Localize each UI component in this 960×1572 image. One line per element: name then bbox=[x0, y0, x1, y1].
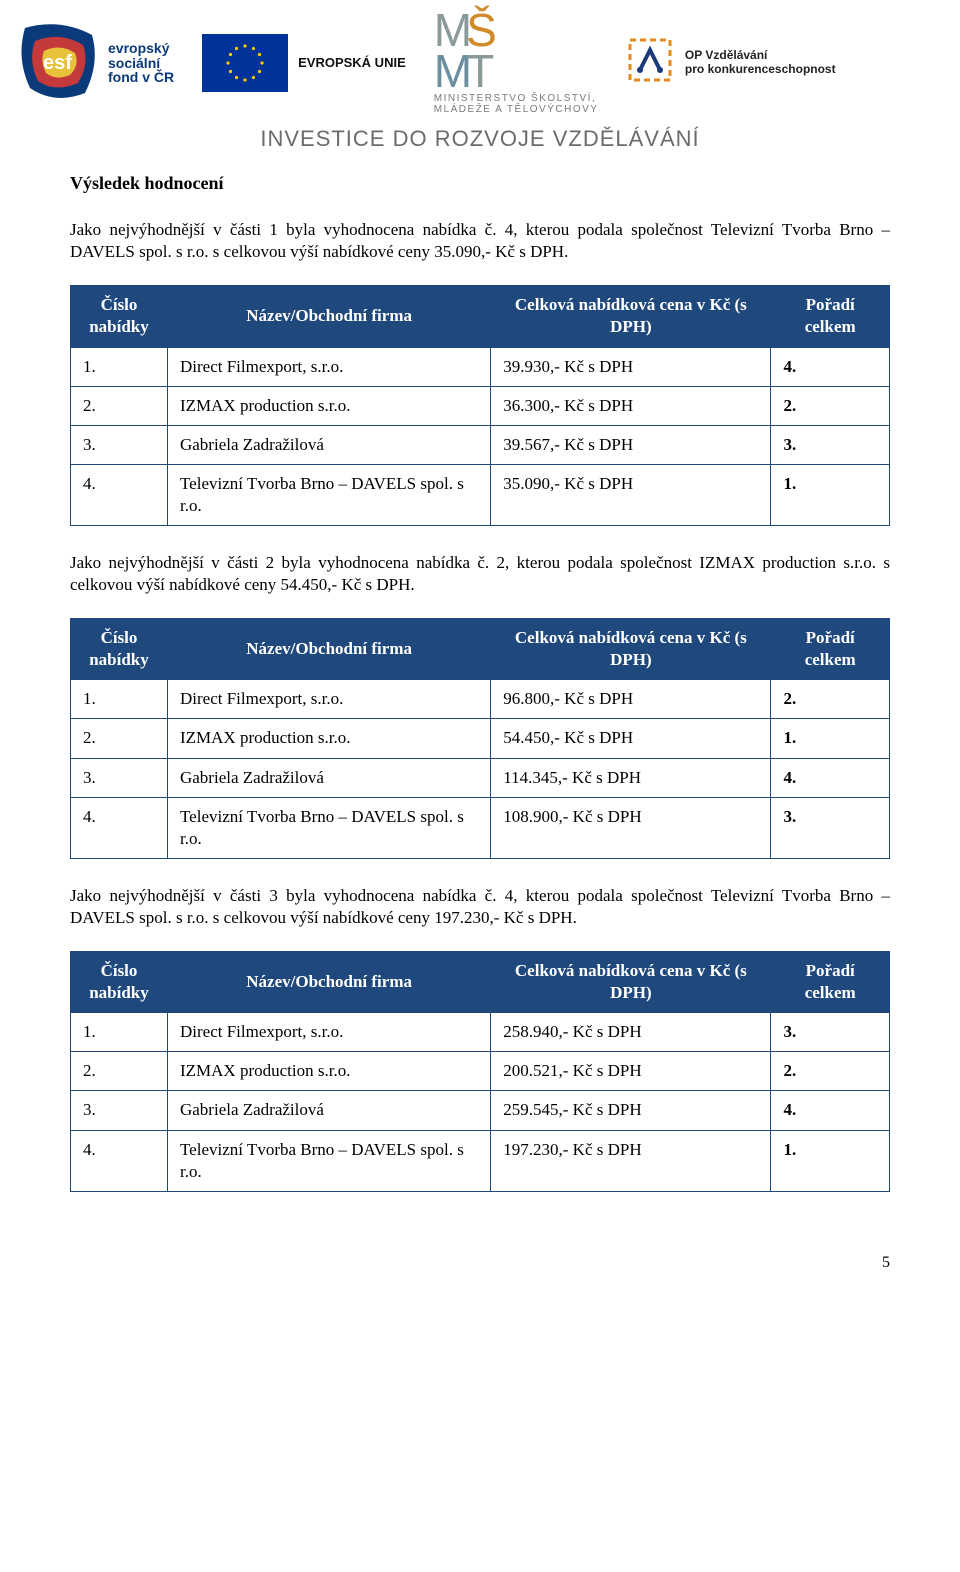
th-rank: Pořadí celkem bbox=[771, 619, 890, 680]
header-banner: esf evropský sociální fond v ČR EVROPSKÁ bbox=[0, 0, 960, 122]
table-row: 1. Direct Filmexport, s.r.o. 258.940,- K… bbox=[71, 1013, 890, 1052]
th-name: Název/Obchodní firma bbox=[167, 619, 490, 680]
table-row: 2. IZMAX production s.r.o. 36.300,- Kč s… bbox=[71, 386, 890, 425]
eu-flag-icon bbox=[202, 34, 288, 92]
th-num: Číslo nabídky bbox=[71, 952, 168, 1013]
paragraph-part3: Jako nejvýhodnější v části 3 byla vyhodn… bbox=[70, 885, 890, 929]
page-title: Výsledek hodnocení bbox=[70, 172, 890, 195]
table-row: 3. Gabriela Zadražilová 114.345,- Kč s D… bbox=[71, 758, 890, 797]
table-part2: Číslo nabídky Název/Obchodní firma Celko… bbox=[70, 618, 890, 859]
logo-op: OP Vzdělávání pro konkurenceschopnost bbox=[626, 36, 835, 89]
table-row: 4. Televizní Tvorba Brno – DAVELS spol. … bbox=[71, 464, 890, 525]
table-row: 2. IZMAX production s.r.o. 54.450,- Kč s… bbox=[71, 719, 890, 758]
op-line2: pro konkurenceschopnost bbox=[685, 63, 836, 77]
esf-line1: evropský bbox=[108, 41, 174, 56]
tagline: INVESTICE DO ROZVOJE VZDĚLÁVÁNÍ bbox=[0, 126, 960, 152]
paragraph-part2: Jako nejvýhodnější v části 2 byla vyhodn… bbox=[70, 552, 890, 596]
th-price: Celková nabídková cena v Kč (s DPH) bbox=[491, 286, 771, 347]
esf-label: evropský sociální fond v ČR bbox=[108, 41, 174, 85]
page-number: 5 bbox=[0, 1248, 960, 1284]
table-row: 2. IZMAX production s.r.o. 200.521,- Kč … bbox=[71, 1052, 890, 1091]
th-num: Číslo nabídky bbox=[71, 286, 168, 347]
document-body: Výsledek hodnocení Jako nejvýhodnější v … bbox=[0, 172, 960, 1248]
logo-esf: esf evropský sociální fond v ČR bbox=[20, 23, 174, 103]
table-row: 4. Televizní Tvorba Brno – DAVELS spol. … bbox=[71, 1130, 890, 1191]
th-rank: Pořadí celkem bbox=[771, 286, 890, 347]
table-row: 1. Direct Filmexport, s.r.o. 39.930,- Kč… bbox=[71, 347, 890, 386]
eu-label: EVROPSKÁ UNIE bbox=[298, 55, 406, 70]
table-row: 4. Televizní Tvorba Brno – DAVELS spol. … bbox=[71, 797, 890, 858]
table-row: 3. Gabriela Zadražilová 39.567,- Kč s DP… bbox=[71, 425, 890, 464]
table-part1: Číslo nabídky Název/Obchodní firma Celko… bbox=[70, 285, 890, 526]
table-row: 3. Gabriela Zadražilová 259.545,- Kč s D… bbox=[71, 1091, 890, 1130]
th-price: Celková nabídková cena v Kč (s DPH) bbox=[491, 952, 771, 1013]
logo-msmt: MŠ MT MINISTERSTVO ŠKOLSTVÍ, MLÁDEŽE A T… bbox=[434, 10, 599, 116]
op-icon bbox=[626, 36, 674, 89]
th-name: Název/Obchodní firma bbox=[167, 952, 490, 1013]
th-price: Celková nabídková cena v Kč (s DPH) bbox=[491, 619, 771, 680]
op-line1: OP Vzdělávání bbox=[685, 49, 836, 63]
table-part3: Číslo nabídky Název/Obchodní firma Celko… bbox=[70, 951, 890, 1192]
table-row: 1. Direct Filmexport, s.r.o. 96.800,- Kč… bbox=[71, 680, 890, 719]
msmt-line1: MINISTERSTVO ŠKOLSTVÍ, bbox=[434, 93, 599, 105]
msmt-icon: MŠ MT bbox=[434, 10, 599, 93]
esf-icon: esf bbox=[20, 23, 100, 103]
logo-eu: EVROPSKÁ UNIE bbox=[202, 34, 406, 92]
paragraph-part1: Jako nejvýhodnější v části 1 byla vyhodn… bbox=[70, 219, 890, 263]
svg-text:esf: esf bbox=[43, 52, 72, 74]
th-num: Číslo nabídky bbox=[71, 619, 168, 680]
th-rank: Pořadí celkem bbox=[771, 952, 890, 1013]
esf-line3: fond v ČR bbox=[108, 70, 174, 85]
msmt-line2: MLÁDEŽE A TĚLOVÝCHOVY bbox=[434, 104, 599, 116]
th-name: Název/Obchodní firma bbox=[167, 286, 490, 347]
